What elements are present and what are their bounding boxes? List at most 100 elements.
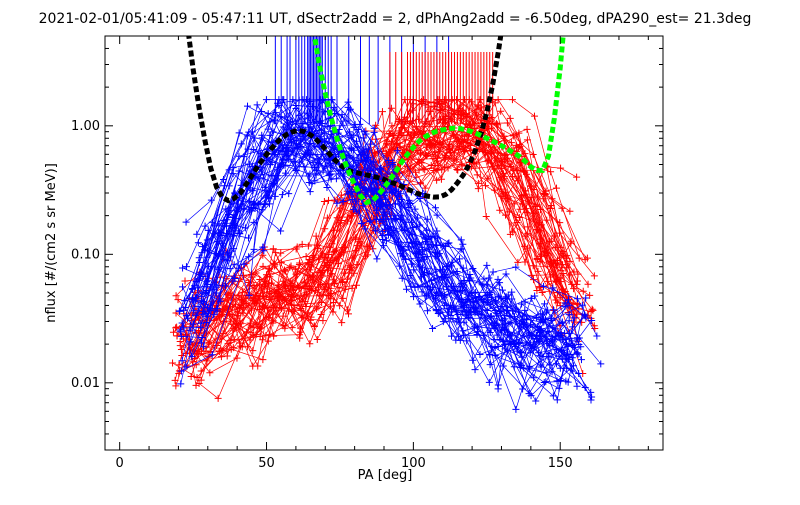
- blue-series-point: [558, 318, 566, 326]
- blue-series-point: [537, 361, 545, 369]
- blue-series-point: [212, 289, 220, 297]
- blue-series-point: [480, 331, 488, 339]
- blue-series-point: [200, 343, 208, 351]
- red-series-point: [586, 291, 594, 299]
- blue-series-point: [548, 368, 556, 376]
- blue-series-point: [299, 96, 307, 104]
- red-series-point: [503, 195, 511, 203]
- blue-series-point: [587, 388, 595, 396]
- red-series-point: [509, 166, 517, 174]
- blue-series-point: [177, 380, 185, 388]
- blue-series-point: [502, 270, 510, 278]
- blue-series-point: [494, 381, 502, 389]
- red-series-point: [252, 292, 260, 300]
- red-series-point: [494, 121, 502, 129]
- red-series-point: [267, 289, 275, 297]
- red-series-point: [472, 160, 480, 168]
- blue-series-point: [366, 140, 374, 148]
- blue-series-point: [220, 176, 228, 183]
- red-series-point: [556, 302, 564, 310]
- blue-series-point: [588, 393, 596, 401]
- blue-series-point: [371, 227, 379, 235]
- red-series-point: [400, 124, 408, 132]
- blue-series-point: [489, 268, 497, 276]
- red-series-point: [281, 267, 289, 275]
- blue-series-point: [202, 283, 210, 291]
- blue-series-point: [356, 120, 364, 128]
- blue-series-point: [327, 131, 335, 139]
- red-series-point: [195, 379, 203, 387]
- blue-series-point: [268, 158, 276, 166]
- blue-series-point: [396, 216, 404, 224]
- blue-series-point: [465, 314, 473, 322]
- red-series-point: [169, 359, 177, 367]
- blue-series-point: [549, 306, 557, 314]
- red-series-point: [255, 305, 263, 313]
- blue-series-point: [210, 311, 218, 319]
- red-series-point: [530, 112, 538, 120]
- blue-series-point: [258, 131, 266, 139]
- blue-series-point: [193, 230, 201, 238]
- red-series-point: [326, 290, 334, 298]
- blue-series-point: [270, 179, 278, 187]
- blue-series-point: [320, 108, 328, 116]
- blue-series-point: [261, 200, 269, 208]
- blue-series-point: [245, 291, 253, 299]
- blue-series-point: [353, 137, 361, 145]
- red-series-point: [529, 262, 537, 270]
- red-series-point: [266, 265, 274, 273]
- blue-series-point: [321, 137, 329, 145]
- blue-series-point: [422, 292, 430, 300]
- red-series-point: [300, 284, 308, 292]
- red-series-point: [319, 249, 327, 257]
- red-series-point: [584, 280, 592, 288]
- blue-series-point: [220, 182, 228, 190]
- blue-series-point: [418, 246, 426, 254]
- red-series-point: [300, 291, 308, 299]
- x-tick-label: 100: [401, 456, 426, 471]
- blue-series-point: [533, 335, 541, 343]
- blue-series-point: [437, 273, 445, 281]
- blue-series-point: [485, 378, 493, 386]
- red-series-point: [329, 299, 337, 307]
- red-series-point: [174, 296, 182, 304]
- blue-series-point: [223, 229, 231, 237]
- red-series-point: [516, 205, 524, 213]
- blue-series-point: [516, 360, 524, 368]
- red-series-point: [293, 243, 301, 251]
- plot-data: [169, 36, 605, 413]
- blue-series-point: [456, 336, 464, 344]
- blue-series-point: [534, 322, 542, 330]
- red-series-point: [514, 258, 522, 266]
- red-series-point: [249, 347, 257, 355]
- blue-series-point: [547, 315, 555, 323]
- blue-series-point: [195, 254, 203, 262]
- plot-area: [169, 36, 605, 413]
- red-series-point: [316, 292, 324, 300]
- blue-series-point: [229, 232, 237, 240]
- red-series-point: [440, 163, 448, 171]
- red-series-point: [437, 175, 445, 183]
- blue-series-point: [418, 288, 426, 296]
- blue-series-point: [577, 356, 585, 364]
- blue-series-point: [453, 318, 461, 326]
- red-series-point: [173, 323, 181, 331]
- blue-series-point: [398, 274, 406, 282]
- blue-series-point: [182, 304, 190, 312]
- blue-series-point: [474, 328, 482, 336]
- red-series-point: [575, 254, 583, 262]
- red-series-point: [484, 174, 492, 182]
- blue-series-point: [570, 314, 578, 322]
- blue-series-point: [339, 198, 347, 206]
- blue-series-point: [405, 204, 413, 212]
- blue-series-point: [432, 307, 440, 315]
- blue-series-point: [429, 325, 437, 333]
- blue-series-point: [226, 265, 234, 273]
- red-series-point: [172, 292, 180, 300]
- blue-series-point: [483, 261, 491, 269]
- green-curve: [311, 36, 566, 206]
- blue-series-point: [285, 190, 293, 198]
- blue-series-point: [306, 188, 314, 196]
- blue-series-point: [362, 130, 370, 138]
- red-series-point: [343, 213, 351, 221]
